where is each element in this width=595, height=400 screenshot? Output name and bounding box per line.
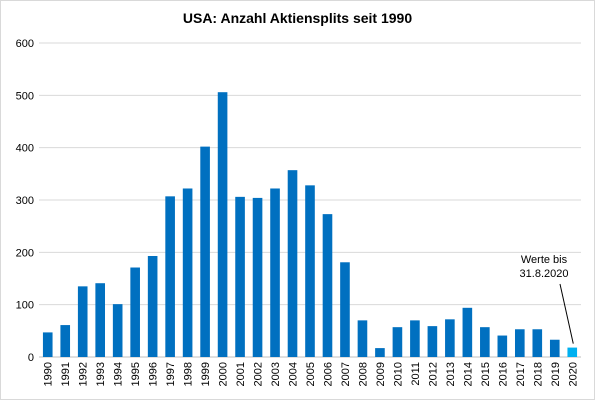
- x-tick-label: 2006: [322, 362, 334, 386]
- bar-2005: [305, 185, 315, 357]
- bar-1990: [42, 332, 53, 357]
- x-tick-label: 1998: [183, 362, 195, 386]
- x-tick-label: 2002: [253, 362, 265, 386]
- bar-1994: [112, 304, 123, 357]
- x-tick-label: 2010: [392, 362, 404, 386]
- x-tick-label: 1992: [78, 362, 90, 386]
- bar-2014: [462, 307, 473, 357]
- x-tick-label: 2013: [445, 362, 457, 386]
- x-tick-label: 1994: [113, 362, 125, 386]
- bar-2020: [567, 347, 578, 357]
- x-tick-label: 2011: [410, 362, 422, 386]
- bar-2006: [322, 214, 333, 357]
- x-tick-label: 2014: [462, 362, 474, 386]
- x-tick-label: 2003: [270, 362, 282, 386]
- x-tick-label: 1999: [200, 362, 212, 386]
- y-tick-label: 200: [16, 247, 34, 259]
- x-tick-label: 2012: [427, 362, 439, 386]
- y-tick-label: 300: [16, 195, 34, 207]
- x-tick-label: 2007: [340, 362, 352, 386]
- bar-2016: [497, 335, 508, 357]
- bar-1998: [182, 188, 193, 357]
- bar-2017: [514, 329, 525, 357]
- x-tick-label: 1991: [60, 362, 72, 386]
- x-tick-label: 1993: [95, 362, 107, 386]
- bar-2003: [270, 188, 280, 357]
- bar-1996: [147, 255, 158, 357]
- bar-2008: [357, 320, 368, 357]
- x-tick-label: 2019: [550, 362, 562, 386]
- annotation-text: 31.8.2020: [520, 268, 569, 280]
- x-tick-label: 2009: [375, 362, 387, 386]
- y-tick-label: 400: [16, 143, 34, 155]
- bar-1995: [130, 267, 140, 357]
- bar-2015: [480, 327, 490, 357]
- chart-title: USA: Anzahl Aktiensplits seit 1990: [182, 10, 413, 26]
- x-tick-label: 1996: [148, 362, 160, 386]
- bar-2009: [375, 348, 385, 357]
- bar-1999: [200, 146, 210, 357]
- x-tick-label: 2008: [357, 362, 369, 386]
- x-tick-label: 2020: [567, 362, 579, 386]
- y-tick-label: 600: [16, 38, 34, 50]
- bar-2011: [410, 320, 420, 357]
- x-tick-label: 2001: [235, 362, 247, 386]
- x-tick-label: 2000: [218, 362, 230, 386]
- bar-2019: [549, 339, 560, 357]
- bar-2018: [532, 329, 543, 357]
- bar-1997: [165, 196, 175, 357]
- x-tick-label: 2016: [497, 362, 509, 386]
- x-tick-label: 2015: [480, 362, 492, 386]
- x-tick-label: 1995: [130, 362, 142, 386]
- y-tick-label: 0: [28, 352, 34, 364]
- x-tick-label: 2018: [532, 362, 544, 386]
- y-tick-label: 500: [16, 90, 34, 102]
- x-tick-label: 2004: [288, 362, 300, 386]
- x-tick-label: 1997: [165, 362, 177, 386]
- x-tick-label: 1990: [43, 362, 55, 386]
- bar-2007: [340, 262, 350, 357]
- bar-2000: [217, 92, 228, 358]
- bar-2001: [235, 196, 245, 357]
- x-tick-label: 2017: [515, 362, 527, 386]
- bar-1992: [77, 286, 88, 357]
- bar-2010: [392, 327, 403, 357]
- bar-2004: [287, 170, 298, 357]
- annotation-text: Werte bis: [521, 254, 568, 266]
- annotation-leader-line: [559, 283, 574, 344]
- bar-1991: [60, 325, 71, 357]
- bar-1993: [95, 283, 106, 357]
- x-tick-label: 2005: [305, 362, 317, 386]
- bar-2012: [427, 326, 438, 357]
- bar-2002: [252, 197, 263, 357]
- y-tick-label: 100: [16, 300, 34, 312]
- bar-2013: [445, 319, 455, 357]
